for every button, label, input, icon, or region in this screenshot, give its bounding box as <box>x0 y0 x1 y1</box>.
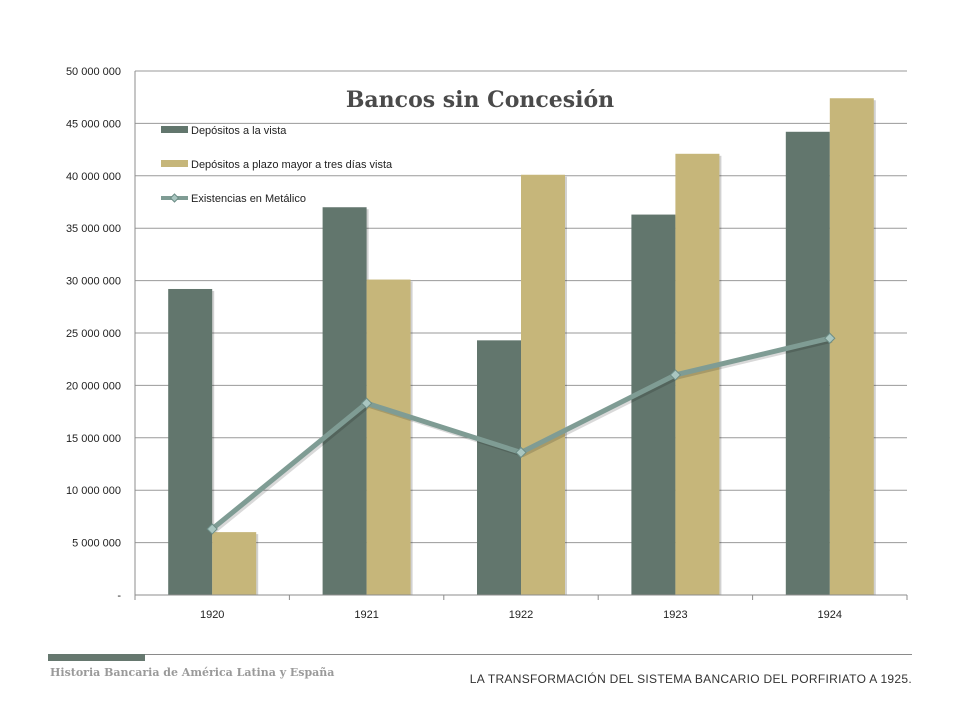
line-point <box>206 523 218 535</box>
bar <box>212 532 257 595</box>
legend-label: Depósitos a la vista <box>191 125 287 137</box>
y-tick-label: 50 000 000 <box>66 66 121 78</box>
bar <box>168 288 213 595</box>
footer-source: Historia Bancaria de América Latina y Es… <box>50 666 335 679</box>
x-tick-label: 1920 <box>200 609 224 621</box>
legend-swatch <box>161 160 188 167</box>
line-point <box>669 369 682 381</box>
legend-marker <box>169 193 180 203</box>
x-tick-label: 1921 <box>354 609 378 621</box>
y-tick-label: 25 000 000 <box>66 328 121 340</box>
legend-swatch <box>161 126 188 133</box>
x-tick-label: 1924 <box>818 609 842 621</box>
x-tick-label: 1922 <box>509 609 533 621</box>
y-tick-label: 45 000 000 <box>66 118 121 130</box>
y-tick-label: 10 000 000 <box>66 485 121 497</box>
footer-rule <box>48 654 912 655</box>
y-tick-label: 5 000 000 <box>72 538 121 550</box>
footer-accent-bar <box>48 654 145 661</box>
legend-label: Existencias en Metálico <box>191 193 306 205</box>
chart-title: Bancos sin Concesión <box>346 87 614 113</box>
bar <box>366 279 411 595</box>
line-point <box>360 397 373 409</box>
footer-caption: LA TRANSFORMACIÓN DEL SISTEMA BANCARIO D… <box>469 672 912 686</box>
legend-label: Depósitos a plazo mayor a tres días vist… <box>191 159 393 171</box>
y-tick-label: 40 000 000 <box>66 171 121 183</box>
x-tick-label: 1923 <box>663 609 687 621</box>
line-series <box>206 332 836 535</box>
bar <box>785 131 830 595</box>
y-tick-label: 30 000 000 <box>66 276 121 288</box>
line-point <box>824 332 836 344</box>
legend: Depósitos a la vista Depósitos a plazo ma… <box>161 125 393 205</box>
bars <box>168 98 876 596</box>
y-tick-label: 15 000 000 <box>66 433 121 445</box>
bar <box>829 98 874 596</box>
chart: - 5 000 000 10 000 000 15 000 000 20 000 000… <box>66 66 908 621</box>
axes: - 5 000 000 10 000 000 15 000 000 20 000 000… <box>66 66 908 621</box>
y-tick-label: 20 000 000 <box>66 380 121 392</box>
y-tick-label: - <box>117 590 121 602</box>
bar <box>521 174 565 595</box>
bar <box>477 340 521 595</box>
bar <box>322 207 367 596</box>
line-point <box>515 446 527 459</box>
y-tick-label: 35 000 000 <box>66 223 121 235</box>
bar <box>631 214 676 596</box>
